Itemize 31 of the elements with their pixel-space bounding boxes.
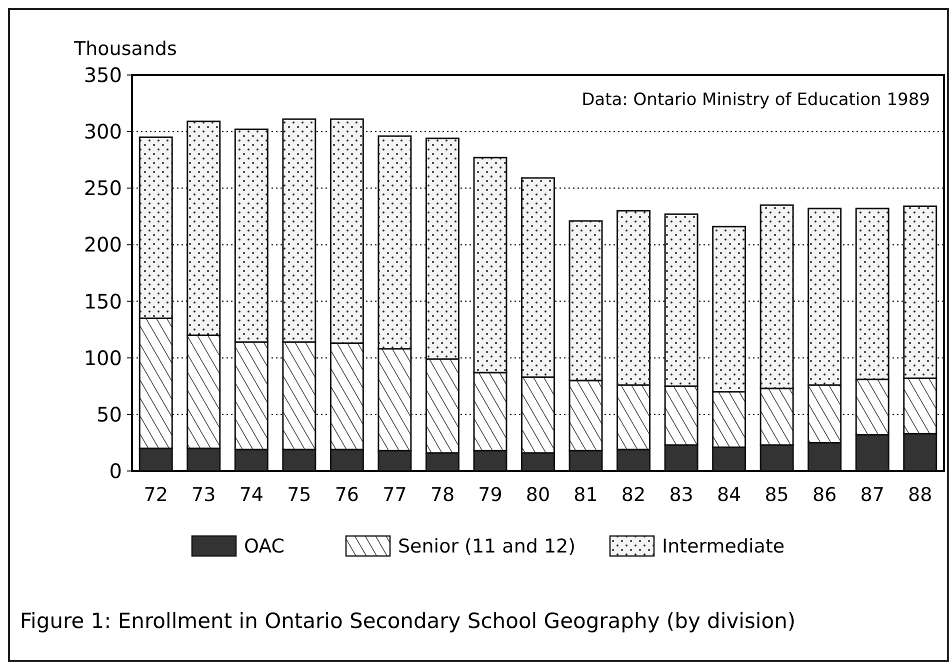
y-tick-label: 150 [84, 289, 122, 314]
legend-label: Senior (11 and 12) [398, 536, 576, 558]
x-tick-label: 83 [669, 484, 694, 506]
y-tick-label: 100 [84, 346, 122, 370]
y-tick-label: 200 [84, 232, 122, 257]
text: Figure 1: Enrollment in Ontario Secondary School Geography (by division) [20, 609, 796, 633]
x-tick-label: 79 [478, 484, 502, 506]
x-tick-label: 72 [144, 484, 168, 506]
x-tick-label: 73 [192, 484, 216, 506]
x-tick-label: 84 [716, 484, 742, 506]
y-tick-label: 300 [84, 120, 122, 144]
y-tick-label: 0 [109, 459, 122, 483]
x-tick-label: 82 [621, 484, 646, 506]
x-tick-label: 77 [382, 484, 407, 506]
x-tick-label: 87 [860, 484, 884, 506]
x-tick-label: 76 [334, 484, 360, 506]
x-tick-label: 75 [287, 484, 312, 506]
legend-label: OAC [244, 536, 285, 558]
y-tick-label: 350 [84, 63, 122, 87]
x-tick-label: 80 [526, 484, 550, 506]
y-axis-title: Thousands [73, 38, 177, 60]
x-tick-label: 74 [239, 484, 264, 506]
x-tick-label: 85 [764, 484, 789, 506]
x-tick-label: 78 [430, 484, 455, 506]
x-tick-label: 88 [908, 484, 932, 506]
y-tick-label: 50 [96, 402, 122, 426]
legend-label: Intermediate [662, 536, 785, 558]
x-tick-label: 81 [574, 484, 598, 506]
y-tick-label: 250 [84, 176, 122, 200]
x-tick-label: 86 [812, 484, 837, 506]
annotation: Data: Ontario Ministry of Education 1989 [582, 90, 930, 110]
